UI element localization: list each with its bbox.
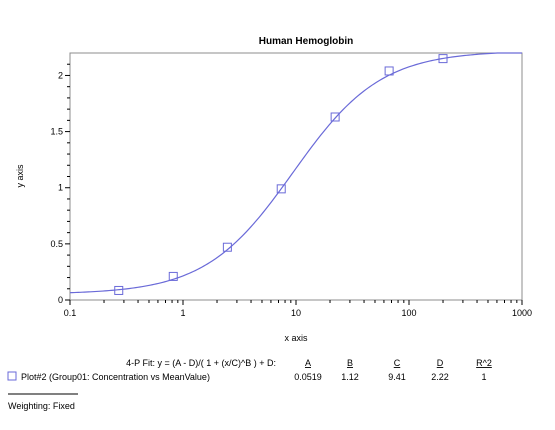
x-tick-label: 1000 (512, 308, 532, 318)
data-point (276, 184, 286, 194)
fit-param-value: 0.0519 (294, 372, 322, 382)
fit-param-value: 1 (481, 372, 486, 382)
fit-param-value: 2.22 (431, 372, 449, 382)
fit-param-values: 0.0519 1.12 9.41 2.22 1 (294, 372, 486, 382)
data-point (330, 112, 340, 122)
fit-param-header: D (437, 358, 444, 368)
plot-frame (69, 52, 523, 301)
y-tick-label: 1.5 (50, 127, 63, 137)
y-tick-label: 1 (58, 183, 63, 193)
fit-param-header: A (305, 358, 311, 368)
data-point (384, 66, 394, 76)
x-tick-label: 0.1 (64, 308, 77, 318)
x-axis-label: x axis (284, 333, 308, 343)
fit-param-headers: A B C D R^2 (305, 358, 492, 368)
data-point (438, 54, 448, 64)
y-tick-label: 2 (58, 70, 63, 80)
x-axis-ticks: 0.1 1 10 100 1000 (64, 300, 532, 318)
data-point (222, 242, 232, 252)
fit-param-value: 9.41 (388, 372, 406, 382)
chart-title: Human Hemoglobin (259, 36, 353, 47)
fit-legend: 4-P Fit: y = (A - D)/( 1 + (x/C)^B ) + D… (7, 358, 492, 411)
legend-series-name: Plot#2 (Group01: Concentration vs MeanVa… (21, 372, 210, 382)
fit-param-header: B (347, 358, 353, 368)
y-axis-ticks: 0 0.5 1 1.5 2 (50, 63, 70, 305)
weighting-label: Weighting: Fixed (8, 401, 75, 411)
fit-param-header: C (394, 358, 401, 368)
fit-param-header: R^2 (476, 358, 492, 368)
y-axis-label: y axis (15, 164, 25, 188)
x-tick-label: 100 (401, 308, 416, 318)
x-tick-label: 10 (291, 308, 301, 318)
legend-marker-square (7, 371, 17, 381)
data-point (114, 285, 124, 295)
x-tick-label: 1 (180, 308, 185, 318)
y-tick-label: 0 (58, 295, 63, 305)
fit-curve (69, 52, 522, 294)
data-point (168, 271, 178, 281)
fit-param-value: 1.12 (341, 372, 359, 382)
series-layer (69, 52, 522, 295)
fit-equation-label: 4-P Fit: y = (A - D)/( 1 + (x/C)^B ) + D… (126, 358, 276, 368)
y-tick-label: 0.5 (50, 239, 63, 249)
